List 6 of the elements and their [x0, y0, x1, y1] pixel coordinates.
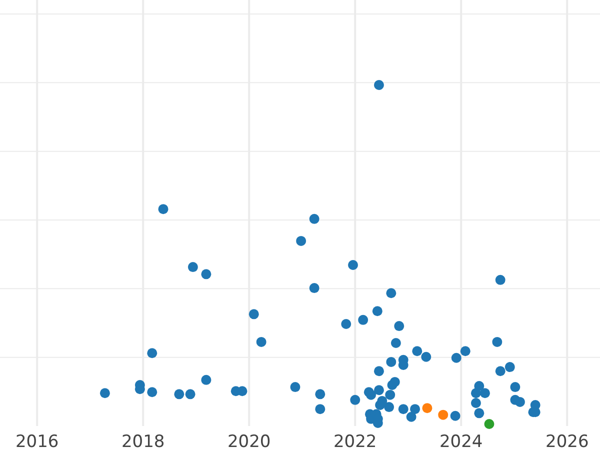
x-tick-label: 2016 [15, 432, 59, 450]
x-tick-label: 2020 [227, 432, 271, 450]
x-tick-label: 2026 [546, 432, 589, 450]
x-tick-label: 2018 [121, 432, 165, 450]
x-tick-label: 2022 [333, 432, 377, 450]
x-tick-label: 2024 [440, 432, 483, 450]
